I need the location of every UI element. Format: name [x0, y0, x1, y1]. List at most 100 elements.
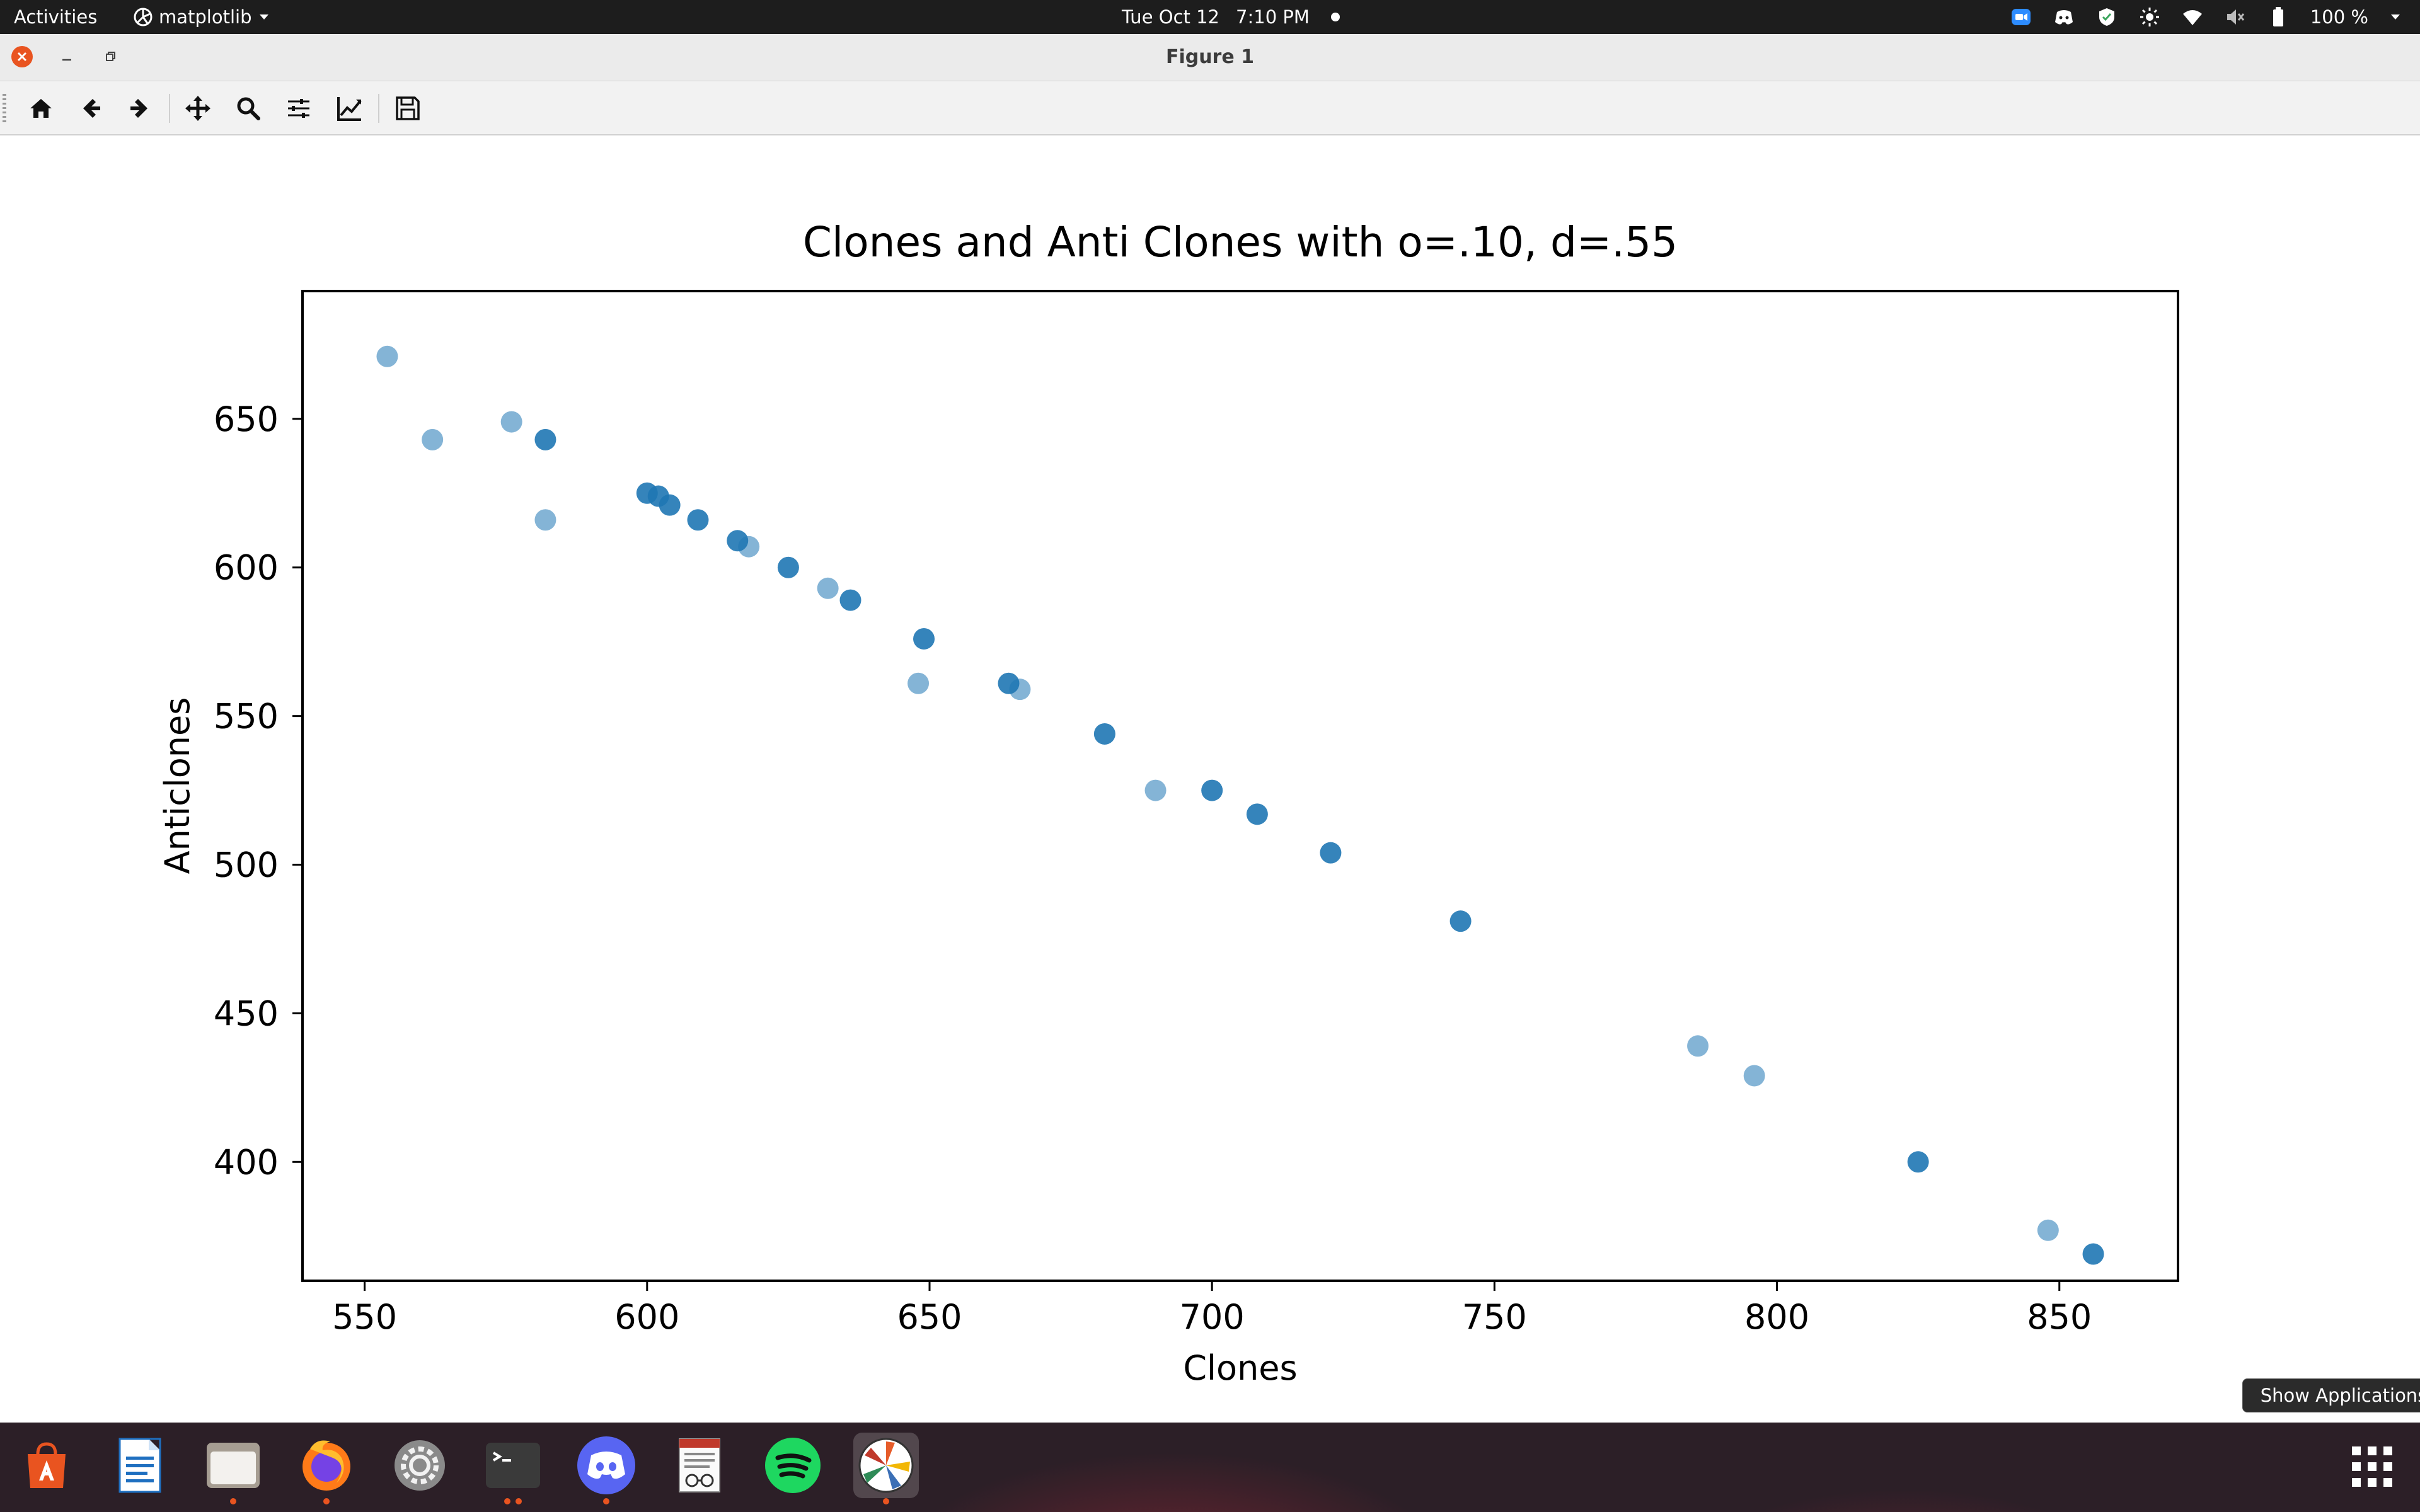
app-menu[interactable]: matplotlib: [134, 0, 270, 34]
data-point: [422, 428, 444, 450]
running-indicator: [504, 1498, 510, 1504]
dock-files[interactable]: [200, 1433, 266, 1504]
y-tick-label: 600: [214, 548, 279, 588]
back-icon: [83, 99, 100, 118]
data-point: [376, 345, 398, 367]
close-icon: [17, 52, 27, 62]
x-tick-label: 600: [614, 1297, 679, 1337]
x-tick-label: 700: [1180, 1297, 1245, 1337]
data-point: [1246, 803, 1268, 825]
y-tick-label: 450: [214, 994, 279, 1033]
dock-matplotlib[interactable]: [853, 1433, 919, 1504]
brightness-icon[interactable]: [2139, 6, 2160, 28]
y-tick-label: 550: [214, 697, 279, 736]
data-point: [1201, 779, 1223, 801]
app-center-icon: [28, 1442, 66, 1488]
writer-icon: [118, 1438, 161, 1493]
clock[interactable]: Tue Oct 12 7:10 PM: [1122, 0, 1340, 34]
dock-document-viewer[interactable]: [667, 1433, 732, 1498]
dock: [0, 1423, 2420, 1512]
data-point: [534, 428, 556, 450]
data-point: [1687, 1035, 1709, 1057]
subplots-icon: [288, 99, 309, 118]
grid-icon: [2352, 1446, 2392, 1487]
data-point: [659, 494, 681, 516]
zoom-button[interactable]: [233, 93, 264, 124]
data-point: [727, 530, 749, 552]
dock-firefox[interactable]: [294, 1433, 359, 1504]
data-point: [2037, 1219, 2059, 1241]
subplots-button[interactable]: [283, 93, 314, 124]
data-point: [2082, 1243, 2104, 1265]
back-button[interactable]: [75, 93, 107, 124]
notification-dot: [1330, 13, 1340, 21]
dock-discord[interactable]: [573, 1433, 639, 1504]
x-tick-label: 800: [1744, 1297, 1809, 1337]
y-tick-label: 650: [214, 399, 279, 439]
dock-app-center[interactable]: [14, 1433, 79, 1498]
activities-button[interactable]: Activities: [14, 6, 98, 28]
window-titlebar[interactable]: Figure 1: [0, 34, 2420, 81]
minimize-icon: [62, 59, 71, 61]
battery-percent: 100 %: [2310, 6, 2368, 28]
scatter-plot[interactable]: 550 600 650 700 750 800 850 400 450 500 550 600 650…: [0, 135, 2420, 1423]
settings-icon: [395, 1440, 445, 1491]
y-tick-label: 400: [214, 1142, 279, 1182]
dock-spotify[interactable]: [760, 1433, 826, 1498]
system-tray[interactable]: 100 %: [2010, 0, 2401, 34]
data-point: [777, 556, 799, 578]
show-applications-button[interactable]: [2348, 1443, 2396, 1491]
data-point: [1743, 1065, 1765, 1087]
app-menu-label: matplotlib: [159, 6, 252, 28]
data-point: [1093, 723, 1115, 745]
wifi-icon[interactable]: [2182, 6, 2203, 28]
volume-muted-icon[interactable]: [2225, 6, 2246, 28]
terminal-icon: [486, 1443, 540, 1488]
x-axis-label: Clones: [1183, 1348, 1297, 1388]
pan-button[interactable]: [182, 93, 214, 124]
top-bar: Activities matplotlib Tue Oct 12 7:10 PM: [0, 0, 2420, 34]
firefox-icon: [302, 1440, 350, 1491]
edit-axis-button[interactable]: [334, 93, 366, 124]
chevron-down-icon: [259, 14, 268, 20]
x-tick-label: 650: [897, 1297, 962, 1337]
chevron-down-icon[interactable]: [2390, 13, 2401, 21]
x-tick-label: 550: [332, 1297, 397, 1337]
save-icon: [396, 96, 420, 120]
data-point: [1320, 842, 1342, 864]
minimize-button[interactable]: [58, 46, 76, 67]
running-indicator: [323, 1498, 330, 1504]
save-button[interactable]: [392, 93, 424, 124]
data-point: [913, 627, 935, 650]
dock-settings[interactable]: [387, 1433, 452, 1498]
data-point: [534, 509, 556, 531]
home-icon: [30, 99, 52, 118]
data-point: [817, 577, 839, 599]
home-button[interactable]: [25, 93, 57, 124]
dock-terminal[interactable]: [480, 1433, 546, 1504]
dock-writer[interactable]: [107, 1433, 173, 1498]
discord-icon: [577, 1436, 635, 1494]
figure-canvas[interactable]: 550 600 650 700 750 800 850 400 450 500 550 600 650…: [0, 135, 2420, 1423]
running-indicator: [603, 1498, 609, 1504]
matplotlib-icon: [858, 1438, 914, 1493]
toolbar-separator: [378, 94, 379, 123]
discord-tray-icon[interactable]: [2053, 6, 2075, 28]
zoom-icon: [237, 97, 260, 120]
y-axis-label: Anticlones: [158, 697, 197, 874]
zoom-app-icon[interactable]: [2010, 6, 2032, 28]
chart-title: Clones and Anti Clones with o=.10, d=.55: [803, 218, 1678, 266]
forward-button[interactable]: [124, 93, 156, 124]
running-indicator: [516, 1498, 522, 1504]
clock-time: 7:10 PM: [1236, 6, 1310, 28]
close-button[interactable]: [11, 46, 33, 67]
maximize-button[interactable]: [101, 46, 118, 67]
edit-axis-icon: [337, 97, 362, 121]
battery-icon[interactable]: [2267, 6, 2289, 28]
shield-icon[interactable]: [2096, 6, 2118, 28]
x-tick-label: 850: [2027, 1297, 2092, 1337]
matplotlib-toolbar: [0, 81, 2420, 135]
window-title: Figure 1: [1165, 46, 1255, 68]
data-point: [908, 672, 930, 694]
toolbar-grip[interactable]: [3, 94, 6, 123]
